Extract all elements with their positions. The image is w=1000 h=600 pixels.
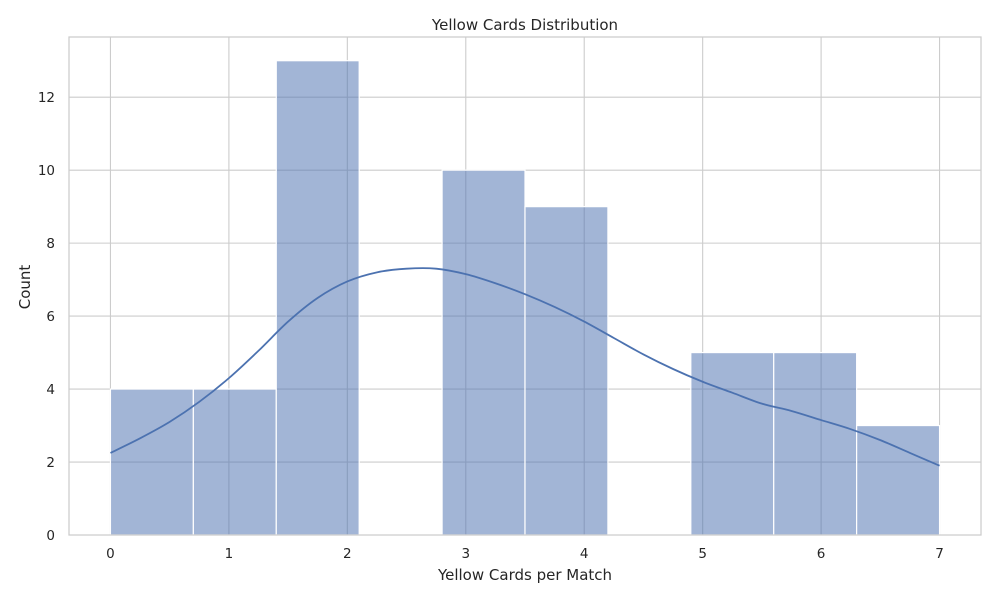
histogram-bar bbox=[441, 169, 526, 536]
x-tick-label: 0 bbox=[106, 546, 115, 562]
y-tick-label: 6 bbox=[46, 309, 55, 325]
y-tick-label: 4 bbox=[46, 382, 55, 398]
y-tick-label: 12 bbox=[38, 90, 55, 106]
histogram-bar bbox=[773, 351, 858, 536]
x-tick-label: 4 bbox=[580, 546, 589, 562]
kde-curve-layer bbox=[110, 267, 940, 467]
y-tick-label: 10 bbox=[38, 163, 55, 179]
kde-curve bbox=[110, 267, 940, 467]
x-tick-label: 3 bbox=[461, 546, 470, 562]
x-tick-label: 1 bbox=[225, 546, 234, 562]
y-axis-label: Count bbox=[16, 265, 34, 310]
histogram-bars bbox=[109, 60, 941, 536]
histogram-bar bbox=[524, 206, 609, 536]
plot-frame bbox=[68, 36, 982, 536]
x-tick-labels: 0 1 2 3 4 5 6 7 bbox=[106, 546, 944, 562]
chart-title: Yellow Cards Distribution bbox=[431, 16, 618, 34]
x-axis-label: Yellow Cards per Match bbox=[437, 566, 612, 584]
x-tick-label: 6 bbox=[817, 546, 826, 562]
histogram-bar bbox=[856, 424, 941, 536]
x-tick-label: 2 bbox=[343, 546, 352, 562]
x-tick-label: 5 bbox=[698, 546, 707, 562]
x-tick-label: 7 bbox=[935, 546, 944, 562]
histogram-bar bbox=[192, 388, 277, 536]
y-tick-label: 8 bbox=[46, 236, 55, 252]
y-tick-label: 2 bbox=[46, 455, 55, 471]
y-tick-labels: 0 2 4 6 8 10 12 bbox=[38, 90, 55, 544]
y-tick-label: 0 bbox=[46, 528, 55, 544]
histogram-bar bbox=[109, 388, 194, 536]
histogram-bar bbox=[690, 351, 775, 536]
